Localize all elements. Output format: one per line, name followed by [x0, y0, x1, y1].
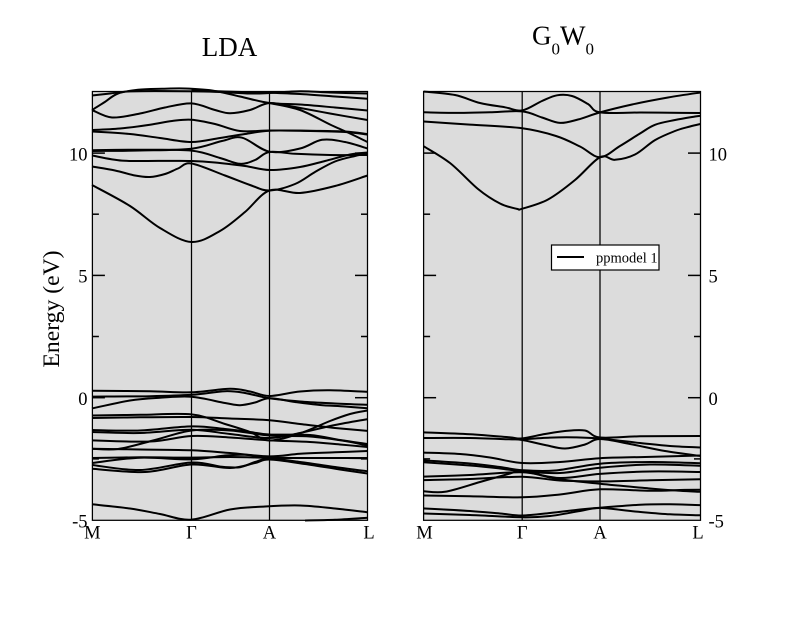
- svg-text:-5: -5: [709, 513, 724, 533]
- svg-text:A: A: [263, 524, 277, 544]
- svg-text:-5: -5: [72, 513, 87, 533]
- svg-text:5: 5: [709, 268, 718, 288]
- svg-text:M: M: [84, 524, 100, 544]
- svg-text:M: M: [416, 524, 432, 544]
- svg-text:L: L: [363, 524, 374, 544]
- svg-text:Γ: Γ: [517, 524, 528, 544]
- svg-text:10: 10: [709, 145, 728, 165]
- svg-text:A: A: [593, 524, 607, 544]
- svg-text:5: 5: [78, 268, 87, 288]
- svg-text:Energy (eV): Energy (eV): [39, 251, 64, 368]
- svg-text:Γ: Γ: [186, 524, 197, 544]
- svg-text:0: 0: [78, 390, 87, 410]
- svg-text:ppmodel 1: ppmodel 1: [596, 251, 658, 267]
- svg-text:10: 10: [69, 145, 88, 165]
- svg-text:0: 0: [709, 390, 718, 410]
- svg-text:L: L: [692, 524, 703, 544]
- svg-text:LDA: LDA: [202, 32, 258, 62]
